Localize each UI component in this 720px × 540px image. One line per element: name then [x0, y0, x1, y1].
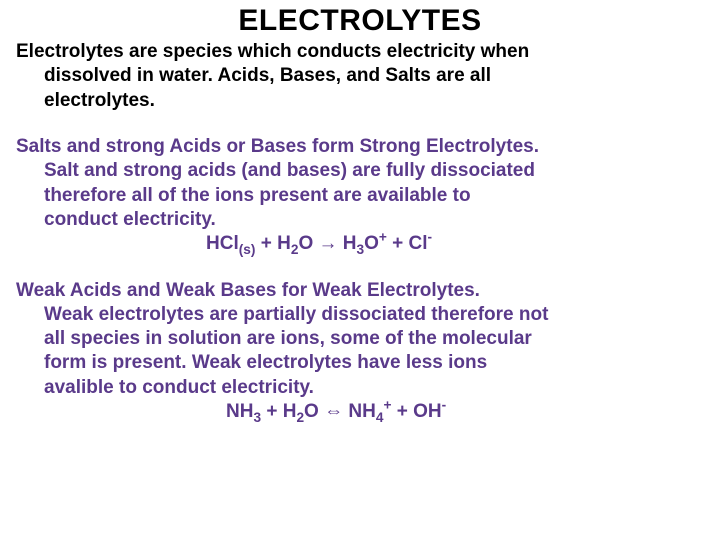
- weak-line-4: form is present. Weak electrolytes have …: [16, 351, 704, 375]
- eq-weak-plus-oh: + OH: [391, 401, 441, 422]
- intro-line-2: dissolved in water. Acids, Bases, and Sa…: [16, 64, 704, 88]
- weak-equation: NH3 + H2O ⇔ NH4+ + OH-: [16, 400, 704, 424]
- strong-line-1: Salts and strong Acids or Bases form Str…: [16, 135, 704, 159]
- weak-line-3: all species in solution are ions, some o…: [16, 327, 704, 351]
- eq-strong-cl-charge: -: [428, 230, 433, 245]
- weak-electrolytes-paragraph: Weak Acids and Weak Bases for Weak Elect…: [16, 279, 704, 425]
- eq-strong-h3o-h: H: [338, 233, 357, 254]
- intro-line-3: electrolytes.: [16, 89, 704, 113]
- strong-electrolytes-paragraph: Salts and strong Acids or Bases form Str…: [16, 135, 704, 257]
- intro-paragraph: Electrolytes are species which conducts …: [16, 40, 704, 113]
- weak-line-2: Weak electrolytes are partially dissocia…: [16, 303, 704, 327]
- eq-strong-arrow: →: [319, 233, 338, 254]
- intro-line-1: Electrolytes are species which conducts …: [16, 40, 704, 64]
- eq-weak-oh-charge: -: [442, 398, 447, 413]
- eq-weak-plus-h: + H: [261, 401, 296, 422]
- strong-equation: HCl(s) + H2O → H3O+ + Cl-: [16, 232, 704, 256]
- eq-strong-hcl: HCl: [206, 233, 239, 254]
- eq-strong-hcl-state: (s): [239, 242, 256, 257]
- eq-strong-plus-cl: + Cl: [387, 233, 428, 254]
- weak-line-1: Weak Acids and Weak Bases for Weak Elect…: [16, 279, 704, 303]
- eq-weak-h2o-sub: 2: [296, 410, 304, 425]
- eq-strong-h3o-charge: +: [379, 230, 387, 245]
- weak-line-5: avalible to conduct electricity.: [16, 376, 704, 400]
- eq-weak-h2o-tail: O: [304, 401, 324, 422]
- eq-weak-arrow: ⇔: [324, 401, 343, 422]
- eq-strong-plus-h: + H: [255, 233, 290, 254]
- strong-line-4: conduct electricity.: [16, 208, 704, 232]
- eq-strong-h3o-o: O: [364, 233, 379, 254]
- slide-title: ELECTROLYTES: [16, 4, 704, 38]
- eq-weak-nh4-nh: NH: [343, 401, 376, 422]
- strong-line-3: therefore all of the ions present are av…: [16, 184, 704, 208]
- strong-line-2: Salt and strong acids (and bases) are fu…: [16, 159, 704, 183]
- eq-weak-nh3-sub: 3: [253, 410, 261, 425]
- eq-strong-h3o-sub: 3: [357, 242, 365, 257]
- slide-container: ELECTROLYTES Electrolytes are species wh…: [0, 0, 720, 540]
- eq-strong-h2o-tail: O: [298, 233, 318, 254]
- eq-weak-nh: NH: [226, 401, 253, 422]
